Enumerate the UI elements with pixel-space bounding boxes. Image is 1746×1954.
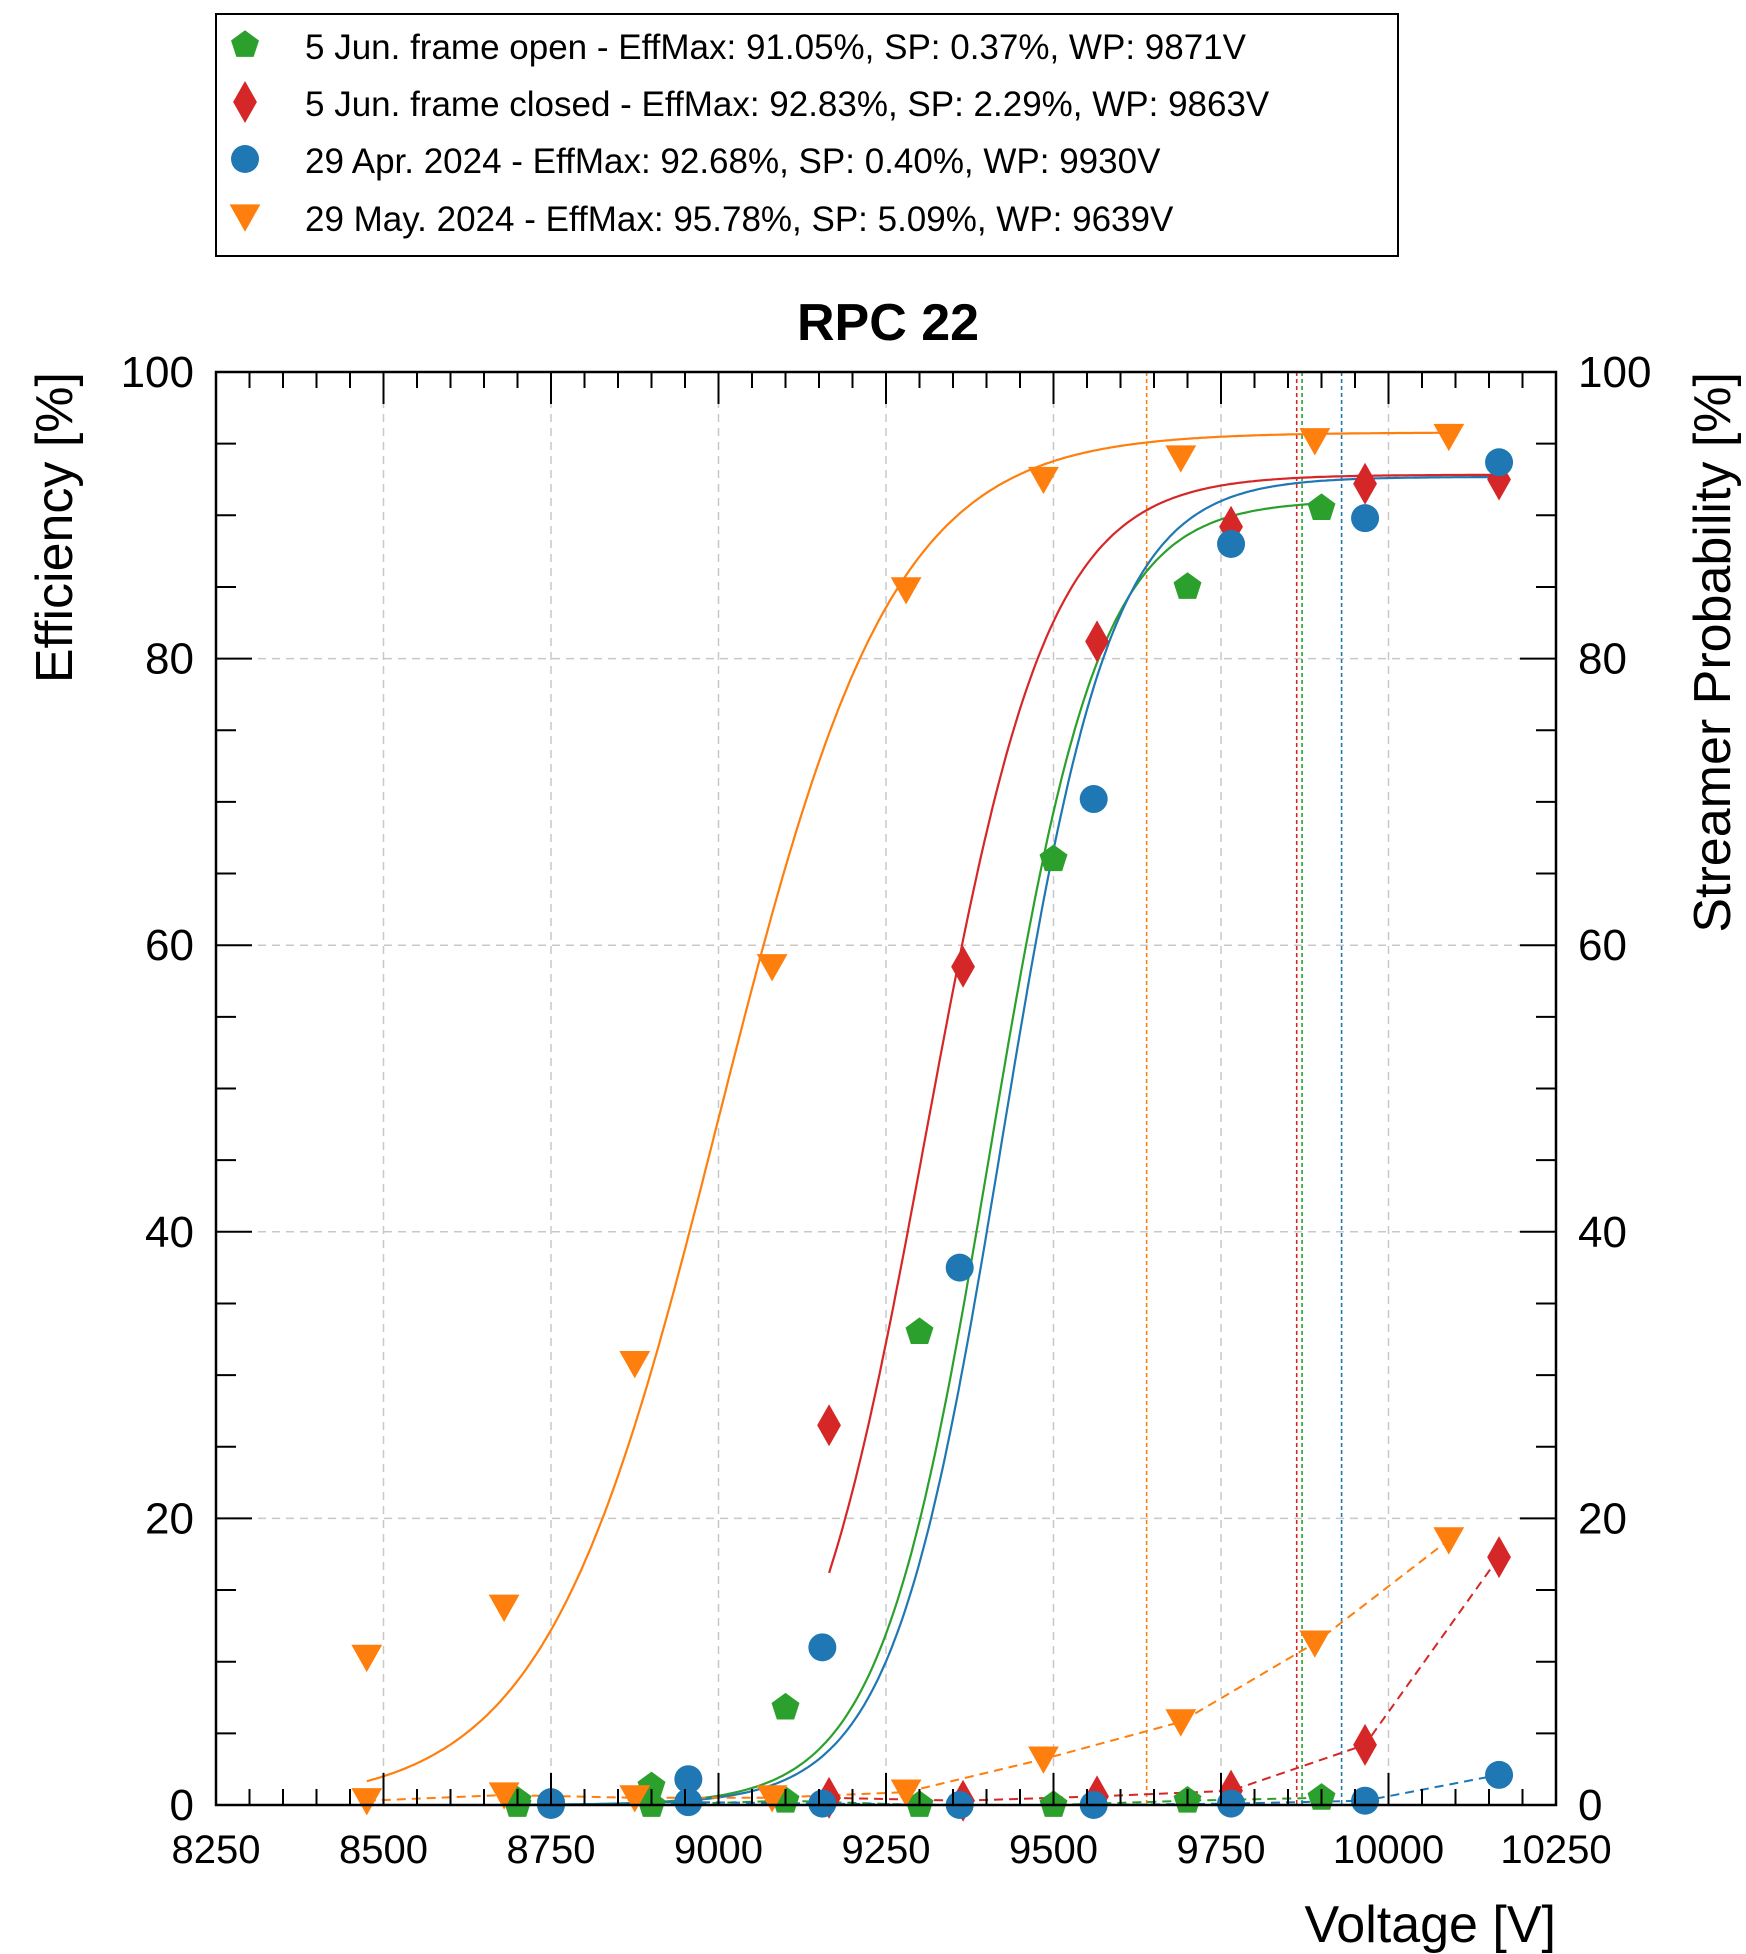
sp-point-2 [1487,1536,1511,1579]
legend-box [215,13,1399,257]
x-tick-label: 9000 [674,1828,763,1872]
y2-tick-label: 60 [1578,921,1627,970]
sp-line-2 [829,1556,1500,1802]
eff-point-4 [1165,445,1197,473]
eff-point-4 [1028,466,1059,495]
y2-tick-label: 100 [1578,348,1651,397]
sp-point-4 [488,1782,520,1810]
x-tick-label: 10000 [1333,1828,1444,1872]
eff-point-3 [945,1253,974,1282]
eff-point-2 [951,945,975,988]
eff-point-3 [1485,448,1514,477]
eff-point-4 [488,1594,520,1622]
y-axis-label: Efficiency [%] [26,372,84,683]
eff-point-4 [1299,428,1331,456]
legend-entry-2: 5 Jun. frame closed - EffMax: 92.83%, SP… [305,85,1270,124]
x-tick-label: 9750 [1177,1828,1266,1872]
x-tick-label: 8500 [339,1828,428,1872]
sp-point-3 [1217,1789,1246,1818]
streamer-lines [366,1539,1500,1806]
sp-point-4 [1028,1746,1059,1774]
x-tick-label: 8750 [507,1828,596,1872]
y-tick-label: 60 [145,921,194,970]
eff-point-3 [1351,504,1380,533]
eff-point-3 [808,1633,837,1662]
x-axis-label: Voltage [V] [1304,1896,1556,1954]
fit-curve-4 [366,431,1458,1783]
data-markers [351,423,1514,1822]
x-tick-label: 8250 [172,1828,261,1872]
sp-point-4 [1299,1630,1331,1658]
legend-entry-3: 29 Apr. 2024 - EffMax: 92.68%, SP: 0.40%… [305,142,1161,181]
y2-tick-label: 80 [1578,635,1627,684]
y2-tick-label: 20 [1578,1494,1627,1543]
sp-point-4 [1433,1527,1465,1555]
eff-point-3 [1217,529,1246,558]
sp-point-4 [619,1785,651,1813]
fit-curve-1 [517,501,1330,1806]
sp-point-3 [1485,1760,1514,1789]
legend: 5 Jun. frame open - EffMax: 91.05%, SP: … [215,13,1399,257]
eff-point-4 [619,1351,651,1379]
y-tick-label: 20 [145,1494,194,1543]
x-tick-label: 9250 [842,1828,931,1872]
eff-point-2 [1353,462,1377,505]
eff-point-4 [1433,423,1465,452]
sp-line-4 [366,1539,1450,1802]
fit-curve-2 [828,473,1508,1574]
grid [216,372,1556,1805]
legend-entry-1: 5 Jun. frame open - EffMax: 91.05%, SP: … [305,28,1247,67]
y2-tick-label: 0 [1578,1781,1602,1830]
fit-curve-3 [551,475,1508,1806]
sp-point-3 [1351,1786,1380,1815]
y2-axis-label: Streamer Probability [%] [1684,372,1742,933]
sp-point-4 [351,1788,383,1816]
chart-title: RPC 22 [797,294,979,352]
eff-point-3 [1079,785,1108,814]
eff-point-2 [817,1404,841,1447]
y-tick-label: 100 [121,348,194,397]
sp-point-4 [756,1785,788,1813]
eff-point-1 [1173,572,1202,599]
fit-curves [366,431,1508,1806]
legend-marker-4 [229,204,261,232]
y-tick-label: 0 [170,1781,194,1830]
legend-marker-3 [231,145,259,173]
eff-point-1 [905,1317,934,1345]
legend-marker-2 [233,81,257,123]
sp-point-4 [1165,1709,1197,1737]
x-tick-label: 10250 [1500,1828,1611,1872]
y-tick-label: 80 [145,635,194,684]
eff-point-1 [771,1692,800,1720]
eff-point-4 [351,1644,383,1673]
eff-point-1 [1039,844,1068,872]
y2-tick-label: 40 [1578,1208,1627,1257]
sp-point-4 [890,1779,922,1807]
legend-entry-4: 29 May. 2024 - EffMax: 95.78%, SP: 5.09%… [305,200,1174,239]
eff-point-2 [1085,620,1109,663]
eff-point-1 [1307,493,1336,521]
eff-point-4 [756,954,788,982]
legend-marker-1 [231,30,259,57]
sp-point-2 [1353,1723,1377,1766]
x-tick-label: 9500 [1009,1828,1098,1872]
sp-point-3 [808,1789,837,1818]
eff-point-4 [890,577,922,605]
eff-point-3 [674,1765,703,1794]
sp-point-3 [674,1788,703,1817]
y-tick-label: 40 [145,1208,194,1257]
working-point-lines [1145,372,1343,1805]
